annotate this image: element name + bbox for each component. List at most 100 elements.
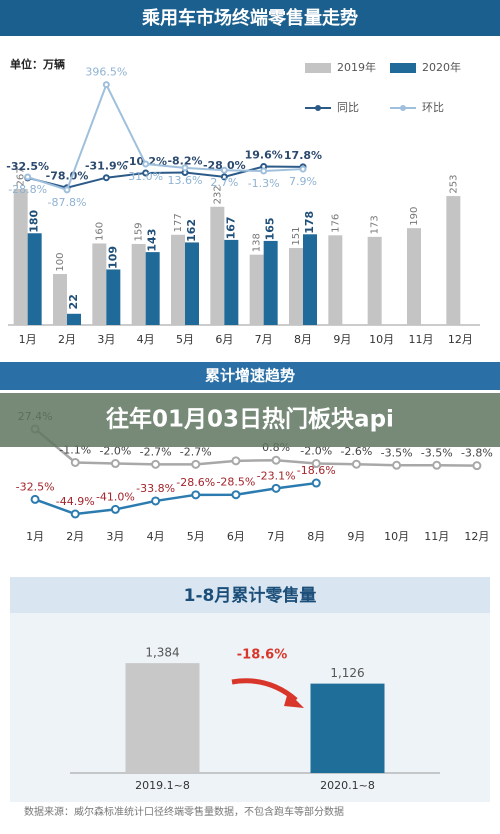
bar (210, 206, 225, 325)
bar (249, 254, 264, 325)
point (63, 186, 71, 194)
x-tick-label: 1月 (26, 530, 44, 543)
x-tick-label: 3月 (106, 530, 124, 543)
legend-label: 环比 (422, 101, 444, 114)
data-label: -44.9% (56, 495, 95, 508)
data-label: 151 (291, 227, 302, 246)
point (70, 509, 80, 519)
data-label: 7.9% (289, 175, 317, 188)
bar (303, 234, 317, 325)
banner (0, 393, 500, 447)
x-tick-label: 11月 (409, 333, 434, 346)
bar (53, 274, 67, 325)
point (220, 173, 228, 181)
chart-subtitle: 单位：万辆 (10, 57, 65, 71)
data-label: -3.8% (461, 447, 493, 460)
point (102, 81, 110, 89)
bar (131, 243, 146, 325)
data-label: -28.8% (8, 183, 47, 196)
data-label: 190 (409, 207, 420, 226)
bar (92, 243, 107, 325)
data-label: 1,126 (330, 666, 364, 680)
bar (27, 233, 42, 325)
x-tick-label: 8月 (294, 333, 312, 346)
data-label: 1,384 (145, 646, 179, 660)
panel-background (10, 577, 490, 802)
data-label: -1.3% (248, 177, 280, 190)
header-band (0, 0, 500, 36)
data-label: 396.5% (85, 66, 127, 79)
x-tick-label: 2月 (58, 333, 76, 346)
legend-label: 同比 (337, 101, 359, 114)
banner-text: 往年01月03日热门板块api (106, 406, 394, 433)
x-tick-label: 3月 (97, 333, 115, 346)
data-label: 138 (252, 233, 263, 252)
data-label: 159 (134, 222, 145, 241)
data-label: 31.0% (128, 170, 163, 183)
data-label: -2.0% (99, 445, 131, 458)
data-label: 180 (28, 209, 41, 232)
data-label: -78.0% (46, 170, 89, 183)
data-label: 22 (67, 294, 80, 309)
data-label: 13.6% (168, 174, 203, 187)
point (311, 459, 321, 469)
point (472, 461, 482, 471)
point (191, 490, 201, 500)
data-label: -28.6% (176, 476, 215, 489)
data-label: 17.8% (284, 149, 322, 162)
bar (328, 235, 343, 325)
data-label: -33.8% (136, 482, 175, 495)
data-label: 143 (146, 229, 159, 252)
point (191, 459, 201, 469)
source-note: 数据来源：威尔森标准统计口径终端零售量数据，不包含跑车等部分数据 (24, 805, 344, 818)
x-tick-label: 5月 (176, 333, 194, 346)
x-tick-label: 7月 (255, 333, 273, 346)
bar (224, 239, 239, 325)
bar (171, 234, 185, 325)
point (70, 457, 80, 467)
point (231, 490, 241, 500)
point (142, 160, 150, 168)
x-tick-label: 2019.1~8 (135, 779, 190, 792)
x-tick-label: 4月 (137, 333, 155, 346)
legend-swatch (390, 63, 416, 73)
x-tick-label: 6月 (215, 333, 233, 346)
data-label: -3.5% (381, 446, 413, 459)
data-label: 177 (173, 213, 184, 232)
annotation: -18.6% (237, 648, 288, 663)
x-tick-label: 11月 (424, 530, 449, 543)
point (142, 169, 150, 177)
data-label: 2.7% (210, 176, 238, 189)
data-label: 167 (224, 216, 237, 239)
bar (125, 663, 200, 773)
data-label: -32.5% (6, 160, 49, 173)
data-label: 178 (303, 211, 316, 234)
point (392, 460, 402, 470)
x-tick-label: 10月 (369, 333, 394, 346)
x-tick-label: 2月 (66, 530, 84, 543)
point (299, 165, 307, 173)
data-label: -28.5% (216, 476, 255, 489)
data-label: 176 (330, 214, 341, 233)
point (151, 459, 161, 469)
data-label: 160 (94, 222, 105, 241)
point (271, 483, 281, 493)
point (24, 173, 32, 181)
data-label: -32.5% (16, 480, 55, 493)
data-label: 267 (16, 167, 27, 186)
x-tick-label: 2020.1~8 (320, 779, 375, 792)
x-tick-label: 1月 (19, 333, 37, 346)
data-label: 109 (106, 246, 119, 269)
point (220, 166, 228, 174)
bar (145, 252, 160, 325)
data-label: -8.2% (167, 155, 202, 168)
point (271, 455, 281, 465)
x-tick-label: 9月 (347, 530, 365, 543)
bar (106, 269, 121, 325)
bar (289, 248, 303, 325)
x-tick-label: 9月 (333, 333, 351, 346)
header-band (0, 362, 500, 390)
chart-title: 1-8月累计零售量 (184, 585, 317, 606)
x-tick-label: 4月 (147, 530, 165, 543)
data-label: 165 (264, 217, 277, 240)
